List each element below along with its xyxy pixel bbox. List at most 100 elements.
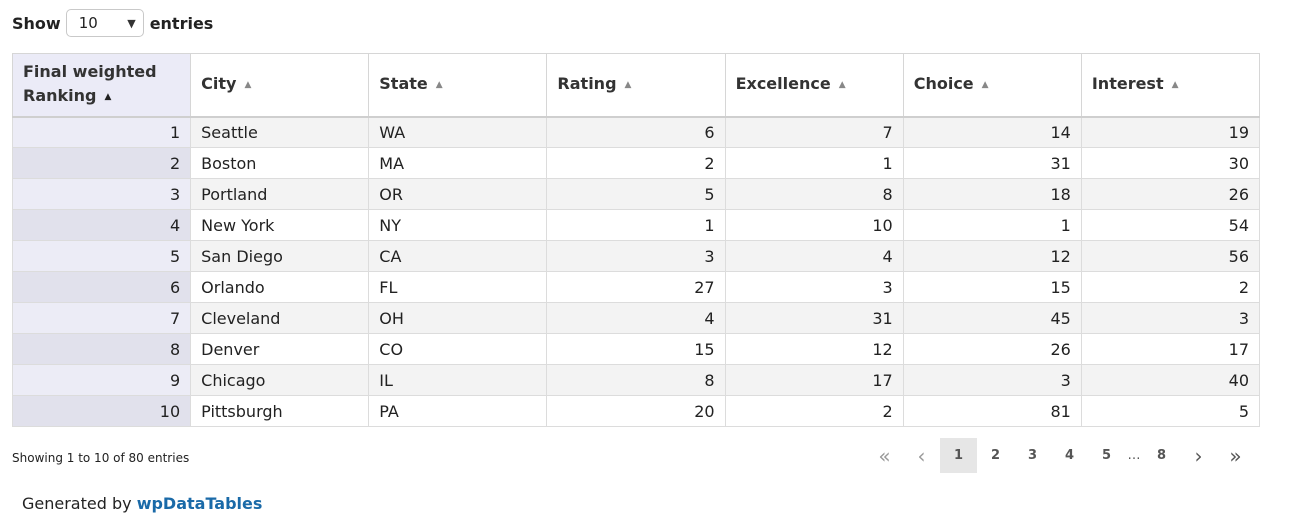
data-table: Final weighted Ranking ▲ City ▲ State ▲ Rat…	[11, 53, 1261, 427]
table-cell: 1	[546, 209, 726, 241]
table-cell: 2	[11, 147, 192, 179]
table-cell: 4	[11, 209, 192, 241]
table-cell: 3	[1080, 302, 1261, 334]
page-button-3[interactable]: 3	[1027, 448, 1038, 463]
table-cell: 81	[902, 395, 1082, 427]
table-cell: 30	[1080, 147, 1261, 179]
table-cell: CO	[368, 333, 548, 365]
table-cell: 5	[1080, 395, 1261, 427]
table-row: 1 Seattle WA 6 7 14 19	[11, 116, 1261, 148]
table-row: 9 Chicago IL 8 17 3 40	[11, 364, 1261, 396]
table-cell: IL	[368, 364, 548, 396]
table-cell: 8	[724, 178, 904, 210]
table-cell: 17	[724, 364, 904, 396]
table-cell: 9	[11, 364, 192, 396]
sort-icon: ▲	[435, 80, 443, 91]
table-cell: 31	[902, 147, 1082, 179]
table-cell: MA	[368, 147, 548, 179]
table-cell: Cleveland	[190, 302, 370, 334]
table-cell: 20	[546, 395, 726, 427]
table-cell: PA	[368, 395, 548, 427]
next-page-button[interactable]: ›	[1180, 438, 1217, 473]
table-cell: 2	[1080, 271, 1261, 303]
table-cell: 3	[546, 240, 726, 272]
sort-asc-icon: ▲	[104, 92, 112, 103]
entries-select[interactable]: 10 ▼	[65, 9, 144, 37]
table-cell: New York	[190, 209, 370, 241]
table-cell: 1	[11, 116, 192, 148]
table-cell: 56	[1080, 240, 1261, 272]
table-cell: Portland	[190, 178, 370, 210]
column-header-excellence[interactable]: Excellence ▲	[724, 53, 904, 118]
table-cell: 1	[902, 209, 1082, 241]
table-header-row: Final weighted Ranking ▲ City ▲ State ▲ Rat…	[11, 53, 1261, 118]
page-button-2[interactable]: 2	[990, 448, 1001, 463]
table-cell: San Diego	[190, 240, 370, 272]
table-row: 5 San Diego CA 3 4 12 56	[11, 240, 1261, 272]
table-cell: 14	[902, 116, 1082, 148]
column-header-city[interactable]: City ▲	[190, 53, 370, 118]
table-cell: 40	[1080, 364, 1261, 396]
page-button-1[interactable]: 1	[940, 438, 977, 473]
table-cell: Orlando	[190, 271, 370, 303]
table-cell: 5	[546, 178, 726, 210]
table-cell: 2	[546, 147, 726, 179]
table-cell: 15	[546, 333, 726, 365]
last-page-button[interactable]: »	[1217, 438, 1254, 473]
table-cell: 26	[1080, 178, 1261, 210]
chevron-right-icon: ›	[1194, 443, 1203, 468]
table-cell: 12	[902, 240, 1082, 272]
column-header-rating[interactable]: Rating ▲	[546, 53, 726, 118]
table-cell: 19	[1080, 116, 1261, 148]
table-cell: CA	[368, 240, 548, 272]
sort-icon: ▲	[838, 80, 846, 91]
table-cell: 4	[724, 240, 904, 272]
double-chevron-left-icon: «	[878, 443, 891, 468]
table-cell: 12	[724, 333, 904, 365]
table-cell: Chicago	[190, 364, 370, 396]
show-label: Show	[12, 13, 61, 33]
table-cell: OH	[368, 302, 548, 334]
table-cell: 3	[724, 271, 904, 303]
table-cell: Boston	[190, 147, 370, 179]
column-header-interest[interactable]: Interest ▲	[1080, 53, 1261, 118]
table-cell: 3	[11, 178, 192, 210]
table-cell: Seattle	[190, 116, 370, 148]
table-row: 8 Denver CO 15 12 26 17	[11, 333, 1261, 365]
page-button-4[interactable]: 4	[1064, 448, 1075, 463]
table-cell: 7	[11, 302, 192, 334]
table-cell: Denver	[190, 333, 370, 365]
first-page-button[interactable]: «	[866, 438, 903, 473]
pagination: « ‹ 1 2 3 4 5 … 8 › »	[866, 438, 1254, 473]
table-cell: 3	[902, 364, 1082, 396]
table-cell: Pittsburgh	[190, 395, 370, 427]
table-row: 6 Orlando FL 27 3 15 2	[11, 271, 1261, 303]
credit-prefix: Generated by	[22, 494, 132, 513]
credit-line: Generated by wpDataTables	[22, 494, 262, 513]
table-info: Showing 1 to 10 of 80 entries	[12, 451, 190, 465]
page-button-5[interactable]: 5	[1101, 448, 1112, 463]
table-cell: 54	[1080, 209, 1261, 241]
table-cell: 27	[546, 271, 726, 303]
pagination-ellipsis: …	[1127, 448, 1141, 463]
previous-page-button[interactable]: ‹	[903, 438, 940, 473]
table-cell: 8	[11, 333, 192, 365]
table-row: 7 Cleveland OH 4 31 45 3	[11, 302, 1261, 334]
page-button-last[interactable]: 8	[1156, 448, 1167, 463]
sort-icon: ▲	[624, 80, 632, 91]
entries-label: entries	[149, 13, 214, 33]
table-cell: 7	[724, 116, 904, 148]
column-header-choice[interactable]: Choice ▲	[902, 53, 1082, 118]
table-cell: NY	[368, 209, 548, 241]
table-cell: 10	[724, 209, 904, 241]
double-chevron-right-icon: »	[1229, 443, 1242, 468]
table-cell: 1	[724, 147, 904, 179]
column-header-state[interactable]: State ▲	[368, 53, 548, 118]
table-row: 4 New York NY 1 10 1 54	[11, 209, 1261, 241]
sort-icon: ▲	[981, 80, 989, 91]
table-cell: 45	[902, 302, 1082, 334]
table-cell: 10	[11, 395, 192, 427]
table-cell: 18	[902, 178, 1082, 210]
wpdatatables-link[interactable]: wpDataTables	[136, 494, 263, 513]
column-header-ranking[interactable]: Final weighted Ranking ▲	[11, 53, 192, 118]
